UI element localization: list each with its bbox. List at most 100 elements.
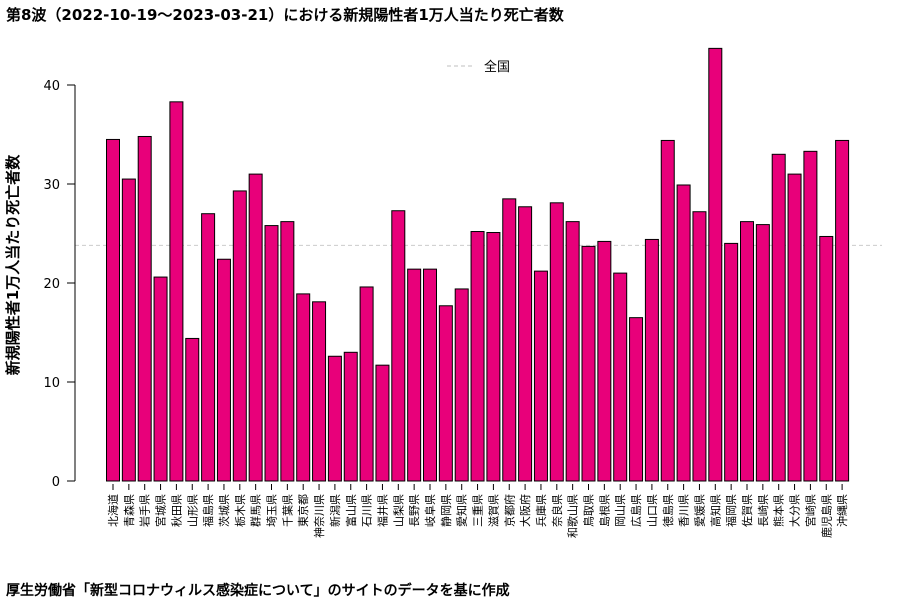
x-category-label: 和歌山県 xyxy=(566,494,580,538)
x-category-label: 青森県 xyxy=(122,494,136,527)
x-category-label: 愛知県 xyxy=(455,494,469,527)
bar-4 xyxy=(169,101,184,482)
x-category-label: 茨城県 xyxy=(217,494,231,527)
bar-14 xyxy=(327,355,342,482)
x-category-label: 山口県 xyxy=(646,494,659,527)
bar-7 xyxy=(216,258,231,482)
bar-27 xyxy=(533,270,548,482)
source-note: 厚生労働省「新型コロナウィルス感染症について」のサイトのデータを基に作成 xyxy=(6,583,510,599)
bar-32 xyxy=(613,272,628,482)
x-category-label: 熊本県 xyxy=(772,494,786,527)
x-category-label: 千葉県 xyxy=(280,494,294,527)
bar-36 xyxy=(676,184,691,482)
bar-20 xyxy=(423,268,437,482)
bar-31 xyxy=(597,240,612,482)
bar-34 xyxy=(644,238,659,482)
x-category-label: 愛媛県 xyxy=(692,494,706,527)
x-category-label: 島根県 xyxy=(597,494,611,527)
x-category-label: 沖縄県 xyxy=(835,494,849,527)
x-category-label: 石川県 xyxy=(361,494,374,527)
x-category-label: 福井県 xyxy=(375,494,389,527)
x-category-label: 徳島県 xyxy=(661,494,675,527)
bar-3 xyxy=(153,276,168,482)
y-tick-label: 30 xyxy=(43,178,60,193)
bar-41 xyxy=(755,224,770,482)
bar-21 xyxy=(438,305,453,482)
bar-29 xyxy=(565,221,580,482)
bar-23 xyxy=(470,231,485,482)
bar-35 xyxy=(660,139,675,482)
bar-15 xyxy=(343,351,358,482)
bar-19 xyxy=(407,268,422,482)
chart-title: 第8波（2022-10-19～2023-03-21）における新規陽性者1万人当た… xyxy=(6,6,564,24)
bar-39 xyxy=(724,242,739,482)
x-category-label: 岐阜県 xyxy=(424,494,437,527)
x-category-label: 秋田県 xyxy=(169,494,183,527)
bar-17 xyxy=(375,364,390,482)
x-category-label: 広島県 xyxy=(629,494,643,527)
legend-label-national: 全国 xyxy=(484,59,510,75)
x-category-label: 香川県 xyxy=(678,494,691,527)
x-category-label: 高知県 xyxy=(708,494,722,527)
bar-22 xyxy=(454,288,469,482)
x-category-label: 岡山県 xyxy=(614,494,627,527)
bar-44 xyxy=(803,150,818,482)
bar-37 xyxy=(692,211,707,482)
x-category-label: 宮崎県 xyxy=(803,494,817,527)
bar-38 xyxy=(708,47,723,482)
x-category-label: 長野県 xyxy=(408,494,421,527)
bar-33 xyxy=(629,317,644,482)
x-category-label: 東京都 xyxy=(296,494,310,527)
x-category-label: 鹿児島県 xyxy=(819,494,833,538)
x-category-label: 静岡県 xyxy=(439,494,453,527)
x-category-label: 新潟県 xyxy=(328,494,342,527)
y-tick-label: 0 xyxy=(52,475,60,490)
y-tick-label: 40 xyxy=(43,79,60,94)
bar-5 xyxy=(185,337,200,482)
bar-10 xyxy=(264,225,279,482)
bar-0 xyxy=(106,138,120,482)
x-category-label: 長崎県 xyxy=(756,494,770,527)
x-category-label: 三重県 xyxy=(471,494,485,527)
x-category-label: 山形県 xyxy=(186,494,199,527)
bar-6 xyxy=(201,213,216,482)
y-tick-label: 10 xyxy=(43,376,60,391)
y-tick-label: 20 xyxy=(43,277,60,292)
bar-42 xyxy=(771,153,786,482)
bar-43 xyxy=(787,173,802,482)
bar-8 xyxy=(232,190,247,482)
x-category-label: 群馬県 xyxy=(249,494,263,527)
bar-2 xyxy=(137,135,152,482)
x-category-label: 栃木県 xyxy=(233,494,247,527)
x-category-label: 福島県 xyxy=(201,494,215,527)
bar-45 xyxy=(819,235,834,482)
bar-11 xyxy=(280,221,295,482)
x-category-label: 北海道 xyxy=(106,494,120,527)
bar-18 xyxy=(391,210,406,482)
x-category-label: 滋賀県 xyxy=(487,494,500,527)
bar-28 xyxy=(549,202,564,482)
x-category-label: 福岡県 xyxy=(724,494,738,527)
x-category-label: 兵庫県 xyxy=(534,494,548,527)
bar-24 xyxy=(486,232,501,482)
x-category-label: 大阪府 xyxy=(518,494,532,527)
bar-40 xyxy=(740,221,754,482)
bar-9 xyxy=(248,173,263,482)
x-category-label: 京都府 xyxy=(502,494,516,527)
x-category-label: 山梨県 xyxy=(391,494,405,527)
x-category-label: 神奈川県 xyxy=(312,494,326,538)
x-category-label: 富山県 xyxy=(344,494,358,527)
bar-12 xyxy=(296,293,311,482)
bar-16 xyxy=(359,286,374,482)
bar-13 xyxy=(312,301,327,482)
bar-25 xyxy=(502,198,517,482)
x-category-label: 鳥取県 xyxy=(582,494,596,527)
x-category-label: 佐賀県 xyxy=(740,494,754,527)
bar-30 xyxy=(581,245,596,482)
bar-26 xyxy=(518,206,533,482)
x-category-label: 奈良県 xyxy=(550,494,564,527)
x-category-label: 埼玉県 xyxy=(265,494,279,527)
x-category-label: 宮城県 xyxy=(154,494,168,527)
y-axis-title: 新規陽性者1万人当たり死亡者数 xyxy=(4,154,22,375)
